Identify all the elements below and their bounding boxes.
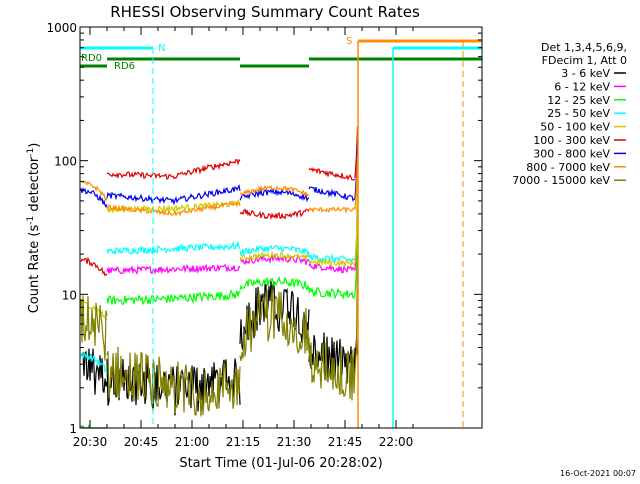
series-flare (354, 221, 359, 295)
y-tick-label: 1000 (46, 21, 77, 35)
series-segment (80, 295, 108, 361)
series-segment (106, 201, 241, 218)
x-axis-label: Start Time (01-Jul-06 20:28:02) (179, 456, 382, 471)
series-segment (308, 186, 356, 202)
x-tick-label: 22:00 (379, 435, 414, 449)
series-segment (239, 250, 310, 263)
legend-entry-label: 7000 - 15000 keV (512, 174, 610, 187)
legend-header-line-2: FDecim 1, Att 0 (542, 54, 627, 67)
series-segment (239, 184, 310, 198)
chart-title: RHESSI Observing Summary Count Rates (110, 3, 420, 21)
legend-header-line-1: Det 1,3,4,5,6,9, (541, 41, 627, 54)
series-segment (80, 187, 108, 208)
series-segment (308, 166, 356, 181)
series-segment (106, 183, 241, 206)
legend-entry-label: 300 - 800 keV (533, 147, 610, 160)
generation-timestamp: 16-Oct-2021 00:07 (560, 469, 636, 478)
series-flare (354, 254, 359, 371)
series-segment (106, 263, 241, 275)
series-segment (106, 158, 241, 180)
series-segment (80, 348, 108, 395)
series-segment (239, 244, 310, 257)
series-flare (354, 160, 359, 264)
legend-entry-label: 12 - 25 keV (547, 94, 610, 107)
y-tick-label: 1 (69, 422, 77, 436)
series-7000-15000-kev (80, 254, 359, 417)
legend-entry-label: 50 - 100 keV (540, 121, 610, 134)
series-segment (239, 208, 310, 221)
series-100-300-kev (80, 126, 359, 277)
annotation-s: S (346, 36, 352, 47)
series-segment (308, 286, 356, 301)
series-segment (308, 260, 356, 274)
legend-entry-label: 100 - 300 keV (533, 134, 610, 147)
legend-entry-label: 6 - 12 keV (554, 80, 610, 93)
series-segment (239, 275, 310, 292)
series-segment (239, 280, 310, 351)
x-tick-label: 20:30 (73, 435, 108, 449)
x-tick-label: 21:30 (277, 435, 312, 449)
series-segment (106, 240, 241, 255)
series-segment (308, 337, 356, 401)
x-tick-label: 20:45 (124, 435, 159, 449)
series-segment (308, 257, 356, 269)
series-segment (308, 206, 356, 215)
y-tick-label: 100 (54, 155, 77, 169)
y-axis-label: Count Rate (s-1 detector-1) (26, 143, 42, 314)
legend-entry-label: 3 - 6 keV (561, 67, 610, 80)
series-segment (80, 351, 108, 373)
series-segment (106, 288, 241, 306)
legend-entry-label: 800 - 7000 keV (526, 161, 610, 174)
series-flare (354, 155, 359, 210)
x-tick-label: 21:15 (226, 435, 261, 449)
series-segment (106, 346, 241, 417)
x-tick-label: 21:00 (175, 435, 210, 449)
annotation-rd6: RD6 (114, 61, 135, 72)
series-segment (80, 256, 108, 277)
series-segment (239, 253, 310, 266)
series-800-7000-kev (80, 155, 359, 218)
annotation-rd0: RD0 (81, 53, 102, 64)
annotation-n: N (158, 43, 165, 54)
series-flare (354, 126, 359, 179)
series-segment (308, 252, 356, 265)
x-tick-label: 21:45 (328, 435, 363, 449)
series-segment (239, 288, 310, 362)
legend-entry-label: 25 - 50 keV (547, 107, 610, 120)
series-segment (80, 299, 108, 322)
y-tick-label: 10 (62, 288, 77, 302)
series-segment (80, 180, 108, 202)
plot-frame (79, 26, 483, 429)
